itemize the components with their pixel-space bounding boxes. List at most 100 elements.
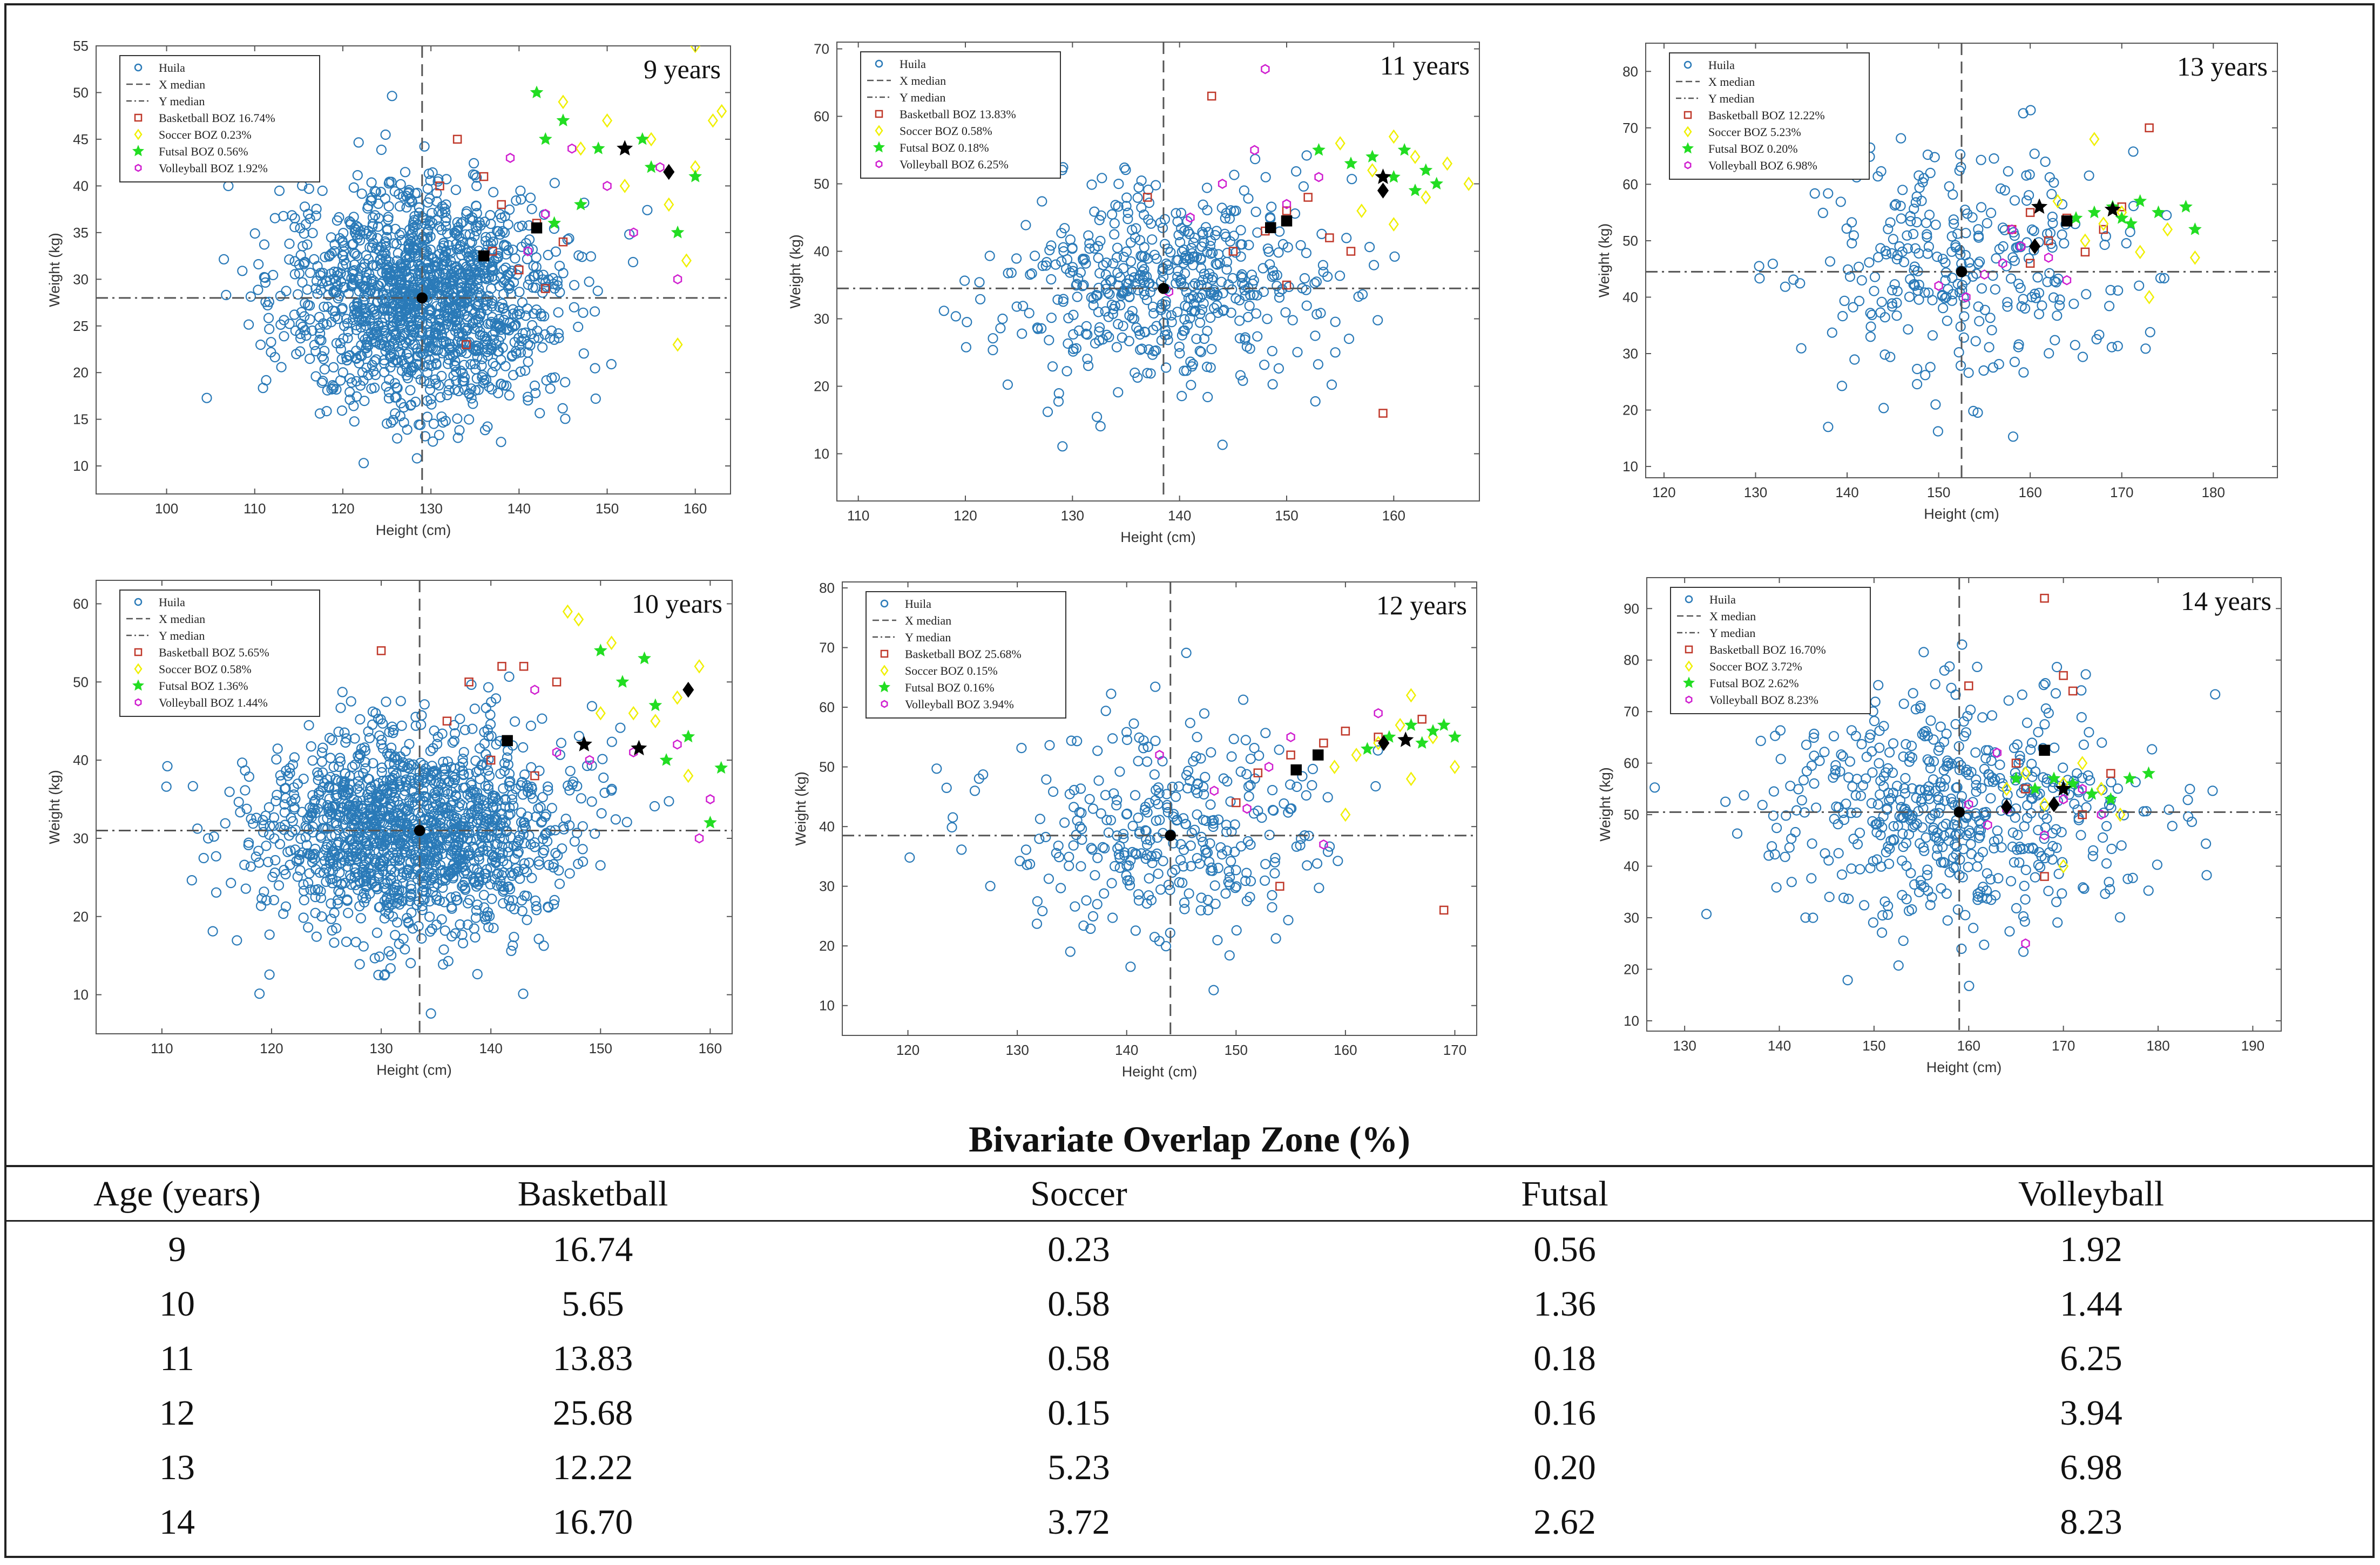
huila-point xyxy=(1133,756,1144,767)
huila-point xyxy=(497,303,508,314)
huila-point xyxy=(405,399,417,410)
huila-point xyxy=(261,841,272,851)
huila-point xyxy=(380,969,390,980)
huila-point xyxy=(1841,223,1852,234)
volleyball-point xyxy=(706,794,715,804)
huila-point xyxy=(495,209,505,220)
huila-point xyxy=(389,783,400,794)
huila-point xyxy=(305,802,315,813)
huila-point xyxy=(380,129,391,140)
huila-point xyxy=(1887,301,1898,312)
huila-point xyxy=(1162,329,1173,340)
huila-point xyxy=(403,240,414,251)
legend-label: Volleyball BOZ 1.44% xyxy=(159,696,268,709)
legend-marker-icon xyxy=(134,164,142,172)
huila-point xyxy=(533,333,544,343)
huila-point xyxy=(442,228,453,239)
huila-point xyxy=(289,309,300,320)
huila-point xyxy=(450,356,461,367)
huila-point xyxy=(586,701,598,712)
huila-point xyxy=(1122,875,1133,886)
huila-point xyxy=(298,912,309,923)
huila-point xyxy=(421,886,431,897)
huila-point xyxy=(1053,841,1064,851)
huila-point xyxy=(1968,405,1979,417)
huila-point xyxy=(606,358,617,370)
huila-point xyxy=(413,780,424,791)
huila-point xyxy=(1885,793,1896,804)
huila-point xyxy=(569,302,579,313)
huila-point xyxy=(533,859,545,870)
huila-point xyxy=(393,341,403,352)
huila-point xyxy=(303,208,314,219)
huila-point xyxy=(357,331,368,342)
huila-point xyxy=(453,385,464,397)
huila-point xyxy=(1149,932,1160,943)
volleyball-point xyxy=(1374,708,1383,719)
huila-point xyxy=(354,781,365,791)
huila-point xyxy=(376,317,388,328)
huila-point xyxy=(266,347,276,358)
x-tick-label: 120 xyxy=(331,500,354,517)
legend-label: Volleyball BOZ 6.25% xyxy=(900,158,1009,171)
huila-point xyxy=(428,768,438,779)
huila-point xyxy=(497,841,508,852)
median-marker-star xyxy=(617,140,633,156)
huila-point xyxy=(565,765,576,776)
huila-point xyxy=(458,747,469,757)
huila-point xyxy=(455,365,466,376)
huila-point xyxy=(1085,923,1096,934)
y-tick-label: 60 xyxy=(1622,176,1638,192)
legend-marker-icon xyxy=(1681,142,1694,154)
huila-point xyxy=(1034,834,1045,844)
huila-point xyxy=(2128,146,2139,157)
huila-point xyxy=(236,757,248,768)
huila-point xyxy=(486,384,497,395)
huila-point xyxy=(1239,280,1250,291)
huila-point xyxy=(1855,790,1866,801)
huila-point xyxy=(1897,855,1908,866)
huila-point xyxy=(1887,298,1897,309)
huila-point xyxy=(512,837,523,848)
soccer-point xyxy=(1442,156,1453,171)
scatter-panel-9-years: 100 110 120 130 140 150 1601015202530354045505… xyxy=(46,38,731,538)
huila-point xyxy=(1252,331,1263,342)
huila-point xyxy=(1836,869,1848,880)
huila-point xyxy=(555,287,565,298)
huila-point xyxy=(1732,828,1743,839)
huila-point xyxy=(2012,739,2023,750)
basketball-point xyxy=(1378,409,1388,418)
huila-point xyxy=(371,802,382,812)
x-tick-label: 140 xyxy=(508,500,531,517)
huila-point xyxy=(2054,300,2065,311)
huila-point xyxy=(327,873,338,884)
huila-point xyxy=(360,763,371,774)
huila-point xyxy=(451,845,462,856)
huila-point xyxy=(1203,227,1214,238)
huila-point xyxy=(271,754,282,765)
huila-point xyxy=(1146,851,1157,862)
huila-point xyxy=(1044,335,1054,345)
huila-point xyxy=(253,259,264,270)
basketball-point xyxy=(376,646,386,655)
huila-point xyxy=(378,322,389,333)
huila-point xyxy=(349,223,360,234)
huila-point xyxy=(343,907,354,918)
huila-point xyxy=(1260,172,1271,182)
huila-point xyxy=(1125,961,1136,972)
huila-point xyxy=(590,828,600,839)
huila-point xyxy=(1206,343,1217,355)
huila-point xyxy=(366,195,377,206)
huila-point xyxy=(1212,300,1222,311)
huila-point xyxy=(310,371,321,382)
huila-point xyxy=(553,307,564,318)
scatter-panel-14-years: 130 140 150 160 170 180 190102030405060708090H… xyxy=(1597,577,2282,1075)
huila-point xyxy=(1781,810,1791,821)
huila-point xyxy=(424,378,435,389)
huila-point xyxy=(438,238,449,248)
huila-point xyxy=(1094,322,1105,333)
huila-point xyxy=(1047,786,1059,797)
huila-point xyxy=(1202,905,1214,916)
huila-point xyxy=(1092,899,1103,910)
legend-label: X median xyxy=(900,74,946,87)
